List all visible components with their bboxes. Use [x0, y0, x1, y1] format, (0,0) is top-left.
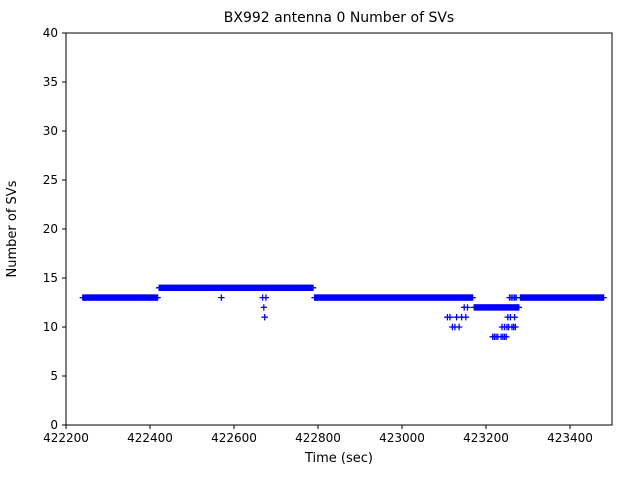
y-axis-label: Number of SVs — [5, 180, 20, 277]
x-tick-label: 423400 — [547, 431, 593, 445]
data-point-marker — [262, 294, 270, 301]
y-tick-label: 20 — [43, 222, 58, 236]
axes-frame — [65, 32, 613, 426]
x-tick-label: 422400 — [127, 431, 173, 445]
data-point-marker — [513, 294, 520, 301]
x-axis-label: Time (sec) — [304, 451, 373, 466]
tick-group: 422200 422400 422600 422800 423000 423200 4234… — [43, 26, 593, 445]
y-tick-label: 0 — [50, 418, 58, 432]
y-tick-label: 5 — [50, 369, 58, 383]
data-point-marker — [464, 304, 471, 311]
data-point-marker — [218, 294, 225, 301]
data-point-marker — [469, 294, 476, 301]
y-tick-label: 15 — [43, 271, 58, 285]
y-tick-label: 25 — [43, 173, 58, 187]
data-point-marker — [600, 294, 607, 301]
data-point-group — [79, 284, 607, 340]
data-point-marker — [261, 314, 268, 321]
data-point-marker — [515, 304, 522, 311]
data-point-marker — [446, 314, 454, 321]
y-tick-label: 30 — [43, 124, 58, 138]
data-point-marker — [154, 294, 161, 301]
y-tick-label: 40 — [43, 26, 58, 40]
x-tick-label: 422800 — [295, 431, 341, 445]
chart-title: BX992 antenna 0 Number of SVs — [224, 10, 454, 26]
y-tick-label: 35 — [43, 75, 58, 89]
data-point-marker — [511, 314, 518, 321]
x-tick-label: 423200 — [463, 431, 509, 445]
data-point-marker — [503, 333, 510, 340]
data-point-marker — [455, 323, 463, 331]
data-point-marker — [512, 323, 519, 331]
x-tick-label: 423000 — [379, 431, 425, 445]
x-tick-label: 422200 — [43, 431, 89, 445]
data-point-marker — [462, 314, 469, 321]
data-point-marker — [309, 284, 317, 291]
x-tick-label: 422600 — [211, 431, 257, 445]
y-tick-label: 10 — [43, 320, 58, 334]
data-point-marker — [260, 304, 267, 311]
